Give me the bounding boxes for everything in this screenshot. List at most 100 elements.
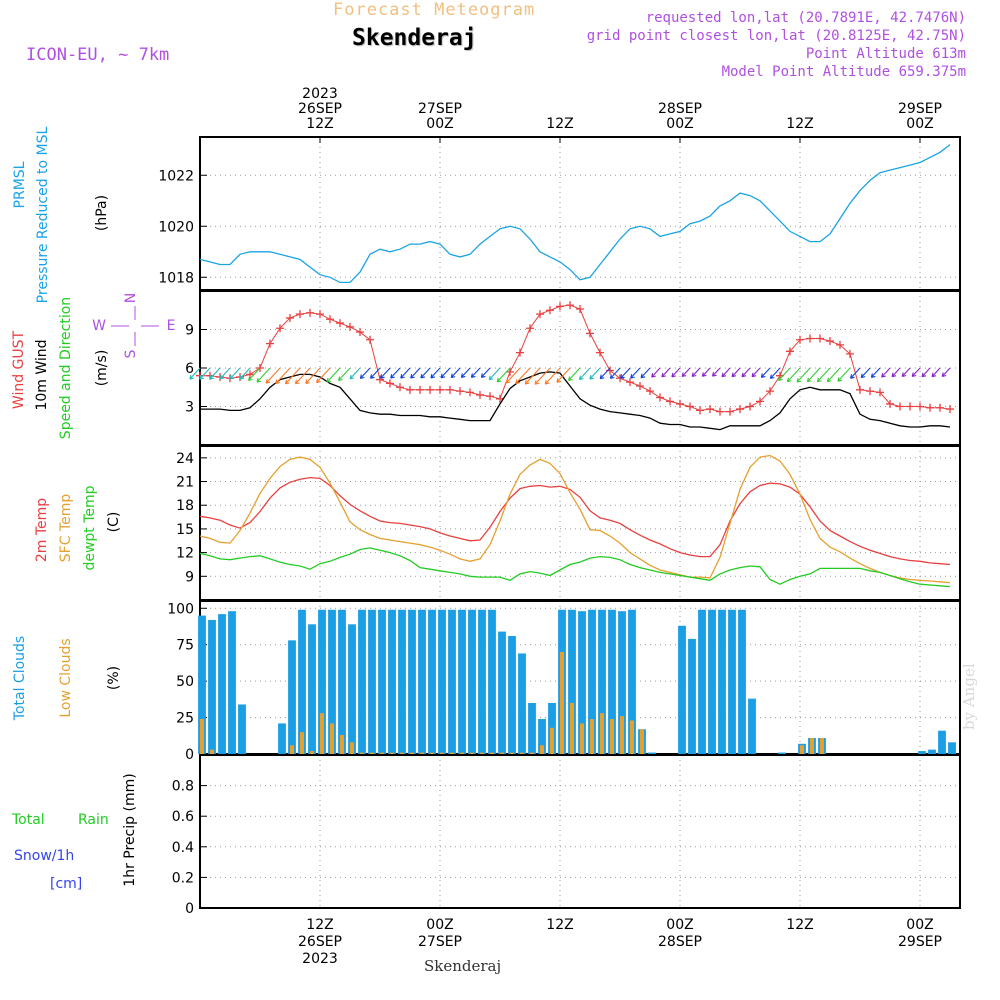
gust-marker: [796, 335, 804, 344]
compass-cross: [111, 306, 159, 346]
gust-marker: [406, 385, 414, 394]
wind-direction-arrow: [931, 367, 941, 378]
gust-marker: [286, 313, 294, 322]
wind-direction-arrow: [410, 367, 421, 379]
footer-location: Skenderaj: [424, 957, 502, 975]
gust-marker: [846, 349, 854, 358]
gust-marker: [556, 302, 564, 311]
wind-direction-arrow: [390, 367, 401, 379]
low-cloud-bar: [340, 735, 344, 754]
low-cloud-bar: [480, 752, 484, 754]
prmsl-ytick-label: 1018: [158, 270, 194, 286]
gust-marker: [486, 392, 494, 401]
gust-marker: [806, 334, 814, 343]
wind-direction-arrow: [671, 367, 681, 378]
prmsl-ytick-label: 1020: [158, 219, 194, 235]
wind-direction-arrow: [460, 367, 471, 378]
wind-direction-arrow: [941, 367, 951, 378]
gust-marker: [696, 406, 704, 415]
low-cloud-bar: [310, 751, 314, 754]
low-cloud-bar: [620, 716, 624, 754]
low-cloud-bar: [350, 742, 354, 754]
wind-direction-arrow: [870, 367, 881, 378]
time-label-bottom: 2023: [302, 951, 338, 967]
low-cloud-bar: [510, 752, 514, 754]
gust-marker: [646, 387, 654, 396]
gust-marker: [916, 402, 924, 411]
wind-direction-arrow: [338, 367, 351, 382]
gust-marker: [746, 402, 754, 411]
gust-marker: [566, 301, 574, 310]
wind-direction-arrow: [284, 367, 301, 385]
wind-direction-arrow: [760, 367, 771, 378]
wind-direction-arrow: [751, 367, 761, 378]
wind-direction-arrow: [248, 367, 261, 382]
wind-direction-arrow: [816, 367, 831, 383]
gust-marker: [926, 403, 934, 412]
temperature-ytick-label: 9: [185, 569, 194, 585]
total-cloud-bar: [618, 611, 626, 754]
total-cloud-bar: [528, 703, 536, 754]
total-cloud-bar: [238, 704, 246, 754]
low-cloud-bar: [490, 752, 494, 754]
precip-ytick-label: 0.2: [172, 870, 194, 886]
total-cloud-bar: [468, 609, 476, 754]
prmsl-axis-label-long: Pressure Reduced to MSL: [35, 126, 51, 303]
total-cloud-bar: [308, 624, 316, 754]
wind-direction-arrow: [239, 367, 251, 380]
time-label-top: 00Z: [906, 116, 933, 132]
wind-direction-arrow: [599, 367, 611, 380]
legend-total: Total: [11, 812, 45, 828]
gust-marker: [386, 379, 394, 388]
requested-coords: requested lon,lat (20.7891E, 42.7476N): [645, 10, 966, 26]
total-cloud-bar: [628, 609, 636, 754]
wind-ytick-label: 3: [185, 400, 194, 416]
low-cloud-bar: [410, 752, 414, 754]
total-cloud-bar: [918, 751, 926, 754]
precip-axis-label: 1hr Precip (mm): [122, 773, 138, 886]
wind-direction-arrow: [524, 367, 541, 385]
wind-direction-arrow: [651, 367, 661, 378]
wind-direction-arrow: [544, 367, 561, 385]
gust-marker: [936, 403, 944, 412]
wind-direction-arrow: [806, 367, 821, 383]
low-cloud-bar: [380, 752, 384, 754]
wind-direction-arrow: [430, 367, 441, 379]
total-cloud-bar: [328, 609, 336, 754]
wind-direction-arrow: [359, 367, 371, 380]
total-cloud-bar: [648, 752, 656, 754]
gust-marker: [316, 310, 324, 319]
time-label-top: 12Z: [546, 116, 573, 132]
gust-marker: [266, 339, 274, 348]
gust-marker: [726, 407, 734, 416]
legend-rain: Rain: [78, 812, 109, 828]
gust-marker: [516, 348, 524, 357]
total-cloud-bar: [508, 635, 516, 754]
time-label-top: 00Z: [666, 116, 693, 132]
time-label-top: 2023: [302, 86, 338, 102]
super-title: Forecast Meteogram: [333, 0, 536, 20]
low-cloud-bar: [370, 752, 374, 754]
total-cloud-bar: [318, 609, 326, 754]
low-cloud-bar: [430, 752, 434, 754]
wind-direction-arrow: [640, 367, 651, 379]
gust-marker: [656, 393, 664, 402]
compass-south: S: [123, 349, 139, 358]
total-cloud-bar: [228, 611, 236, 754]
wind-direction-arrow: [219, 367, 231, 380]
time-label-top: 28SEP: [658, 101, 702, 117]
total-clouds-axis-label: Total Clouds: [12, 636, 28, 721]
wind-direction-arrow: [921, 367, 931, 378]
low-cloud-bar: [450, 752, 454, 754]
precip-ytick-label: 0: [185, 901, 194, 917]
wind-direction-arrow: [316, 367, 331, 384]
time-label-top: 29SEP: [898, 101, 942, 117]
low-cloud-bar: [500, 752, 504, 754]
gust-marker: [826, 337, 834, 346]
low-cloud-bar: [630, 720, 634, 754]
temperature-ytick-label: 24: [176, 451, 194, 467]
prmsl-axis-label: PRMSL: [12, 161, 28, 208]
sfc-temp-line: [199, 454, 951, 584]
wind-direction-arrow: [370, 367, 381, 379]
wind-direction-arrow: [701, 367, 711, 377]
